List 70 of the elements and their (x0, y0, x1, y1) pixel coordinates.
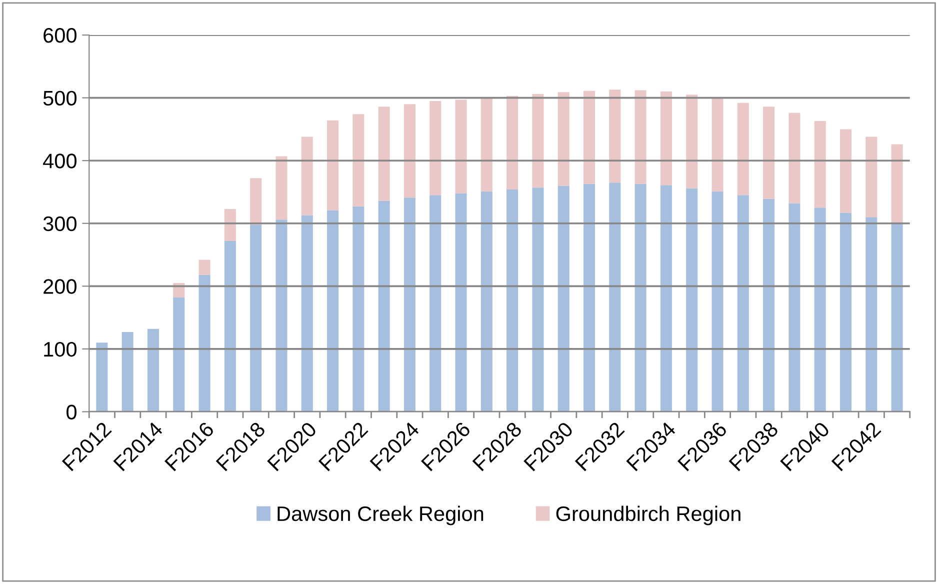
legend-label: Dawson Creek Region (278, 506, 484, 526)
bar (404, 104, 416, 198)
bar (506, 189, 518, 412)
bar (583, 184, 596, 412)
bar (840, 129, 852, 213)
bar (224, 240, 236, 412)
bar (327, 210, 339, 412)
bar (147, 328, 159, 412)
bar (352, 206, 364, 412)
bar (634, 184, 646, 412)
bar (455, 100, 467, 194)
bar (737, 102, 749, 196)
y-tick-label: 300 (43, 216, 76, 232)
bar (788, 203, 800, 412)
bar (763, 198, 775, 412)
bar (378, 200, 390, 412)
bar (250, 178, 262, 225)
bar (634, 90, 646, 184)
bar (506, 96, 518, 190)
y-tick-label: 200 (44, 279, 76, 294)
bar (480, 191, 492, 412)
bar (276, 220, 288, 412)
bar (352, 114, 364, 206)
bar (891, 222, 903, 412)
bar (301, 215, 313, 412)
bar (660, 185, 672, 412)
y-tick-label: 0 (66, 404, 76, 420)
bar (788, 112, 800, 204)
bar (712, 191, 724, 412)
bar (198, 260, 210, 275)
bar (558, 186, 570, 412)
bar (840, 212, 852, 412)
bar (173, 283, 185, 298)
bar (455, 193, 467, 412)
bar (404, 198, 416, 412)
bar (814, 208, 826, 412)
bar (430, 100, 442, 196)
y-tick-label: 600 (44, 28, 76, 43)
bar (480, 98, 492, 192)
bar (276, 156, 288, 220)
bar (609, 90, 621, 183)
bar (558, 92, 570, 186)
bar (583, 90, 596, 184)
y-tick-label: 500 (43, 90, 76, 106)
bar (532, 188, 544, 412)
bar (891, 144, 903, 222)
bar (712, 98, 724, 192)
bar (173, 297, 185, 412)
bar (686, 188, 698, 412)
legend-label: Groundbirch Region (556, 506, 740, 526)
bar (198, 274, 210, 412)
y-tick-label: 100 (44, 342, 76, 357)
bar (866, 217, 878, 412)
bar (301, 136, 313, 216)
bar (737, 195, 749, 412)
bar (686, 94, 698, 188)
y-tick-label: 400 (43, 154, 76, 168)
bar (122, 332, 134, 412)
bar (224, 208, 236, 241)
bar (378, 106, 390, 201)
bar (96, 342, 108, 412)
bar (609, 182, 621, 412)
bar (763, 106, 775, 199)
bar (250, 224, 262, 412)
bar (430, 195, 442, 412)
bar (814, 121, 826, 208)
bar (660, 92, 672, 186)
bar (532, 94, 544, 188)
bar (866, 136, 878, 218)
bar (327, 120, 339, 210)
